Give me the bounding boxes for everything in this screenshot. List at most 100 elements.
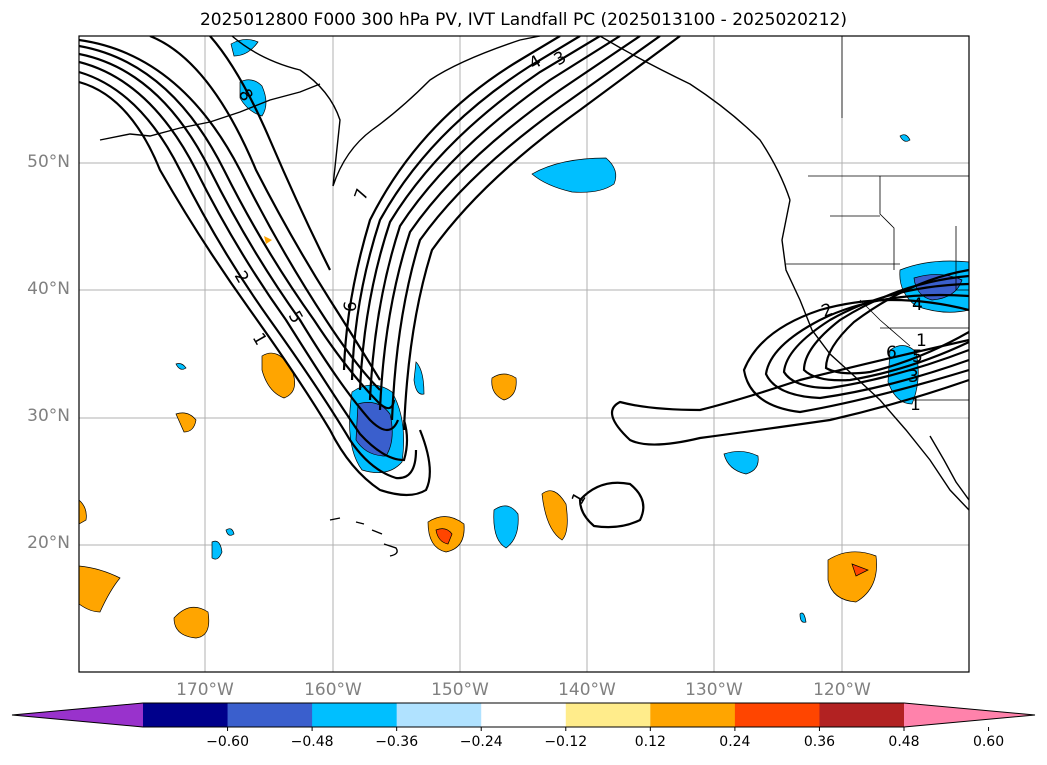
- contour-8-west: [209, 36, 331, 271]
- anomaly-blue-hawaii: [493, 505, 519, 549]
- colorbar-tick-label: −0.24: [459, 734, 503, 750]
- contour-1-east: [610, 338, 969, 446]
- map-title: 2025012800 F000 300 hPa PV, IVT Landfall…: [199, 10, 847, 30]
- aleutian-chain: [99, 83, 321, 141]
- anomaly-orange-6: [173, 606, 210, 639]
- anomaly-orange-5: [827, 551, 877, 603]
- contour-east-a: [342, 36, 561, 371]
- anomaly-blue-gulf: [531, 157, 617, 193]
- contour-7-west: [149, 36, 381, 381]
- anomaly-blue-se: [723, 451, 759, 475]
- coastlines: [99, 36, 969, 557]
- colorbar-extend-low: [12, 703, 143, 727]
- us-west-coast: [781, 199, 969, 511]
- colorbar-segment: [481, 703, 567, 727]
- colorbar-outline: [11, 702, 1036, 728]
- lat-label-30n: 30°N: [27, 406, 70, 426]
- contour-3: [79, 60, 409, 462]
- lat-label-20n: 20°N: [27, 533, 70, 553]
- anomaly-orange-10: [264, 236, 272, 244]
- contour-label: 7: [351, 186, 373, 203]
- anomaly-red-4: [435, 528, 453, 545]
- colorbar-segment: [565, 703, 651, 727]
- gridlines: [79, 36, 969, 672]
- colorbar-tick-label: 0.60: [972, 734, 1005, 750]
- lat-label-40n: 40°N: [27, 279, 70, 299]
- contour-label: 2: [230, 268, 253, 287]
- borders: [786, 36, 969, 401]
- colorbar-tick-label: 0.12: [634, 734, 666, 750]
- colorbar-segment: [396, 703, 482, 727]
- contour-east-d: [368, 36, 621, 401]
- contour-5-east: [802, 274, 969, 382]
- lon-label-120w: 120°W: [813, 680, 871, 700]
- contour-label: 3: [551, 47, 570, 70]
- lon-label-130w: 130°W: [685, 680, 743, 700]
- contour-label: 6: [341, 300, 362, 313]
- colorbar-segment: [143, 703, 229, 727]
- anomaly-red-5: [851, 563, 869, 577]
- lon-label-140w: 140°W: [558, 680, 616, 700]
- anomaly-orange-3: [541, 490, 568, 541]
- contour-label: 1: [916, 331, 927, 351]
- lon-label-160w: 160°W: [304, 680, 362, 700]
- contour-label: 1: [910, 395, 921, 415]
- colorbar-segment: [650, 703, 736, 727]
- colorbar: [11, 702, 1036, 731]
- contour-4: [79, 52, 400, 432]
- colorbar-tick-label: 0.24: [719, 734, 751, 750]
- anomaly-blue-small-4: [175, 363, 187, 370]
- anomaly-orange-8: [79, 499, 87, 525]
- contour-label: 6: [886, 343, 897, 363]
- colorbar-tick-label: 0.48: [888, 734, 920, 750]
- anomaly-blue-small-6: [799, 612, 807, 623]
- contour-1-west: [79, 80, 431, 497]
- colorbar-segment: [227, 703, 313, 727]
- lon-label-150w: 150°W: [431, 680, 489, 700]
- contour-east-f: [390, 36, 661, 421]
- contour-1-south: [578, 481, 645, 529]
- plot-frame: [78, 35, 970, 673]
- colorbar-tick-label: −0.60: [206, 734, 249, 750]
- contour-east-b: [350, 36, 581, 381]
- contour-5: [79, 44, 396, 410]
- anomaly-orange-1: [261, 352, 295, 399]
- anomaly-orange-9: [175, 412, 197, 433]
- colorbar-segment: [734, 703, 820, 727]
- contour-east-c: [358, 36, 601, 391]
- pv-anomaly-shading: [79, 39, 969, 639]
- anomaly-blue-small-1: [413, 361, 425, 395]
- colorbar-tick-label: −0.48: [290, 734, 334, 750]
- contour-east-g: [402, 36, 681, 431]
- pv-contours: [79, 36, 969, 529]
- contour-2: [79, 70, 418, 480]
- anomaly-blue-small-2: [211, 540, 223, 560]
- colorbar-tick-label: −0.36: [375, 734, 419, 750]
- colorbar-extend-high: [904, 703, 1035, 727]
- contour-label: 3: [908, 367, 919, 387]
- contour-label: 4: [912, 295, 923, 315]
- contour-east-e: [378, 36, 641, 411]
- contour-6-east: [824, 268, 969, 375]
- anomaly-blue-north: [230, 39, 259, 57]
- mexico-coast: [929, 435, 969, 501]
- anomaly-blue-small-5: [899, 134, 911, 142]
- contour-label: 5: [912, 347, 923, 367]
- anomaly-blue-small-3: [225, 528, 235, 536]
- canada-coast: [599, 36, 791, 201]
- lat-label-50n: 50°N: [27, 152, 70, 172]
- colorbar-tick-label: −0.12: [544, 734, 588, 750]
- hawaii-islands: [329, 517, 398, 557]
- alaska-coast: [231, 36, 541, 187]
- anomaly-orange-2: [491, 373, 517, 401]
- colorbar-segment: [819, 703, 905, 727]
- contour-6: [79, 38, 381, 391]
- contour-label-group: 8 7 6 5 4 3 2 1 2 1 1 6 5 4 3 1: [230, 47, 927, 508]
- colorbar-tick-label: 0.36: [803, 734, 836, 750]
- state-borders: [786, 176, 969, 401]
- contour-label: 1: [248, 330, 271, 349]
- colorbar-segment: [312, 703, 398, 727]
- anomaly-orange-7: [79, 565, 121, 613]
- lon-label-170w: 170°W: [176, 680, 234, 700]
